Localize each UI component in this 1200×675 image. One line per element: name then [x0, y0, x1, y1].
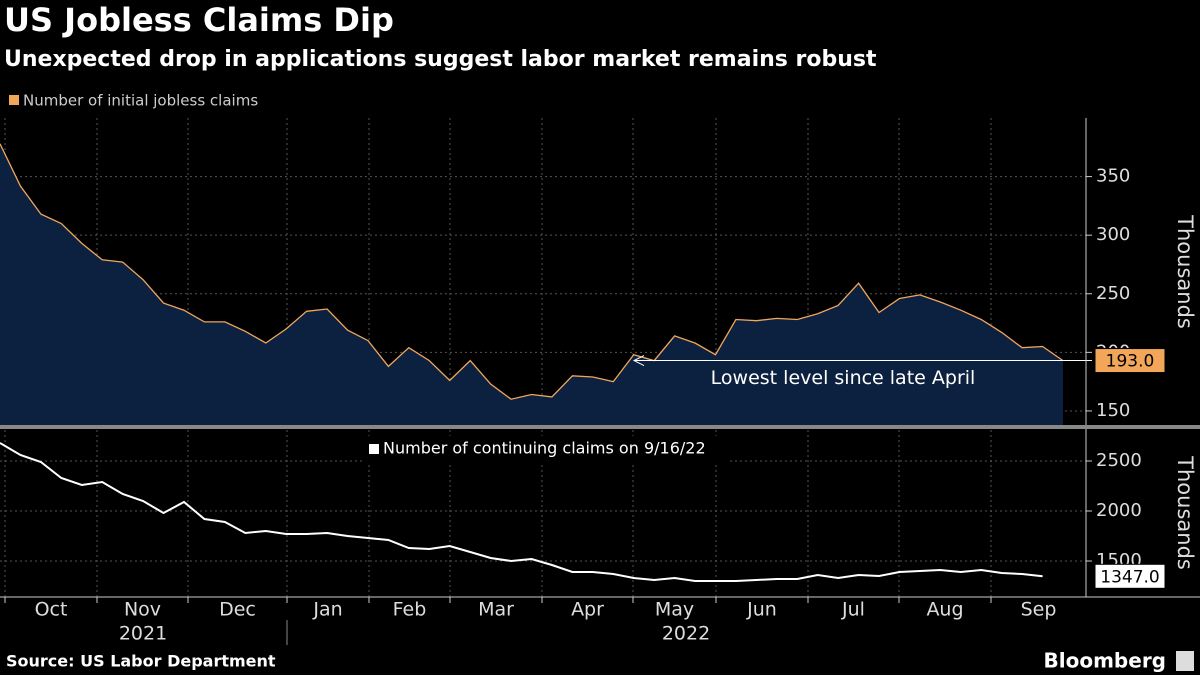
- annotation: Lowest level since late April: [711, 367, 976, 389]
- y-tick-label: 2000: [1096, 500, 1142, 521]
- x-tick-label: Jun: [746, 599, 777, 621]
- panel-separator: [0, 425, 1200, 429]
- x-tick-label: Aug: [926, 599, 963, 621]
- area-fill: [0, 143, 1063, 426]
- year-label: 2022: [662, 623, 710, 645]
- legend-swatch: [369, 444, 379, 454]
- y-tick-label: 300: [1096, 224, 1130, 245]
- legend-label: Number of continuing claims on 9/16/22: [383, 439, 706, 458]
- legend-label: Number of initial jobless claims: [23, 92, 258, 110]
- source: Source: US Labor Department: [6, 652, 276, 671]
- value-label-box: [1094, 563, 1166, 589]
- title: US Jobless Claims Dip: [4, 1, 394, 39]
- y-tick-label: 350: [1096, 166, 1130, 187]
- x-tick-label: May: [655, 599, 694, 621]
- value-label: 193.0: [1106, 352, 1155, 372]
- x-tick-label: Jan: [312, 599, 342, 621]
- axis-label: Thousands: [1173, 455, 1197, 570]
- x-tick-label: Dec: [219, 599, 256, 621]
- value-label-box: [1094, 348, 1166, 374]
- legend-swatch: [9, 95, 19, 105]
- value-label: 1347.0: [1100, 567, 1159, 587]
- x-tick-label: Feb: [393, 599, 427, 621]
- y-tick-label: 150: [1096, 400, 1130, 421]
- brand: Bloomberg: [1044, 649, 1166, 673]
- line: [0, 442, 1043, 582]
- legend-box: [362, 436, 728, 462]
- brand-icon: [1176, 651, 1194, 671]
- x-tick-label: Jul: [841, 599, 865, 621]
- x-tick-label: Apr: [571, 599, 604, 621]
- annotation-arrow: [632, 355, 645, 367]
- axis-label: Thousands: [1173, 214, 1197, 329]
- line: [0, 143, 1064, 400]
- subtitle: Unexpected drop in applications suggest …: [4, 47, 877, 72]
- year-label: 2021: [119, 623, 167, 645]
- x-tick-label: Mar: [478, 599, 514, 621]
- y-tick-label: 2500: [1096, 450, 1142, 471]
- x-tick-label: Oct: [35, 599, 68, 621]
- x-tick-label: Nov: [124, 599, 161, 621]
- x-tick-label: Sep: [1021, 599, 1057, 621]
- y-tick-label: 250: [1096, 283, 1130, 304]
